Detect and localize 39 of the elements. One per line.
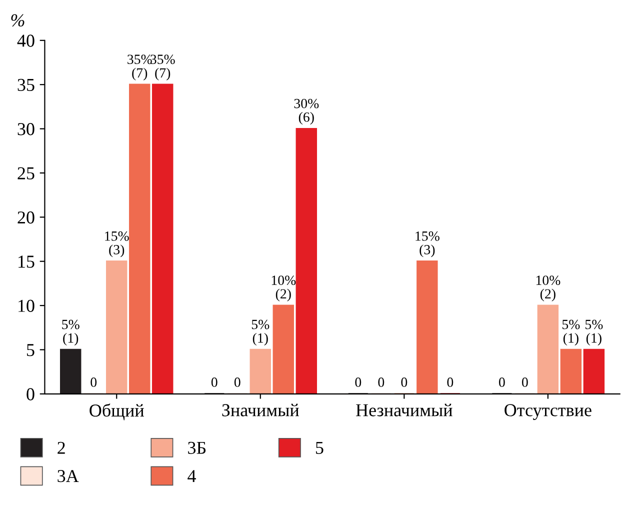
x-tick-label: Общий: [90, 404, 144, 420]
y-tick-label: 0: [26, 388, 34, 400]
legend-label: 4: [188, 470, 196, 482]
y-tick-label: 15: [18, 256, 34, 268]
data-label: 15% (3): [416, 231, 440, 258]
y-tick-label: 10: [18, 300, 34, 312]
legend-label: 5: [316, 442, 324, 454]
data-label: 0: [355, 378, 362, 387]
data-label: 0: [498, 378, 505, 387]
x-tick-label: Значимый: [222, 404, 299, 416]
y-tick-label: 35: [18, 78, 34, 92]
x-tick-label: Отсутствие: [504, 404, 592, 420]
legend-label: 2: [58, 442, 65, 454]
data-label: 5% (1): [62, 320, 80, 346]
data-label: 0: [378, 378, 384, 387]
data-label: 0: [447, 378, 454, 387]
data-label: 0: [234, 378, 240, 387]
y-axis-title: %: [11, 14, 24, 26]
x-tick-label: Незначимый: [356, 404, 452, 416]
data-label: 0: [522, 378, 528, 387]
y-tick-label: 40: [17, 34, 34, 47]
y-tick-label: 30: [18, 123, 34, 136]
data-label: 15% (3): [105, 231, 129, 258]
legend-label: 3А: [58, 470, 79, 482]
data-label: 35% (7): [150, 54, 175, 80]
data-label: 0: [401, 378, 408, 387]
y-tick-label: 20: [18, 211, 34, 224]
data-label: 5% (1): [252, 320, 270, 346]
data-label: 10% (2): [536, 276, 560, 302]
y-tick-label: 5: [27, 344, 34, 356]
y-tick-label: 25: [18, 167, 34, 180]
data-label: 0: [90, 378, 97, 387]
data-label: 10% (2): [272, 276, 296, 302]
data-label: 30% (6): [294, 98, 319, 125]
data-label: 35% (7): [128, 54, 152, 80]
data-label: 5% (1): [586, 320, 603, 346]
data-label: 0: [211, 378, 218, 387]
data-label: 5% (1): [562, 320, 580, 346]
legend-label: 3Б: [188, 442, 206, 454]
